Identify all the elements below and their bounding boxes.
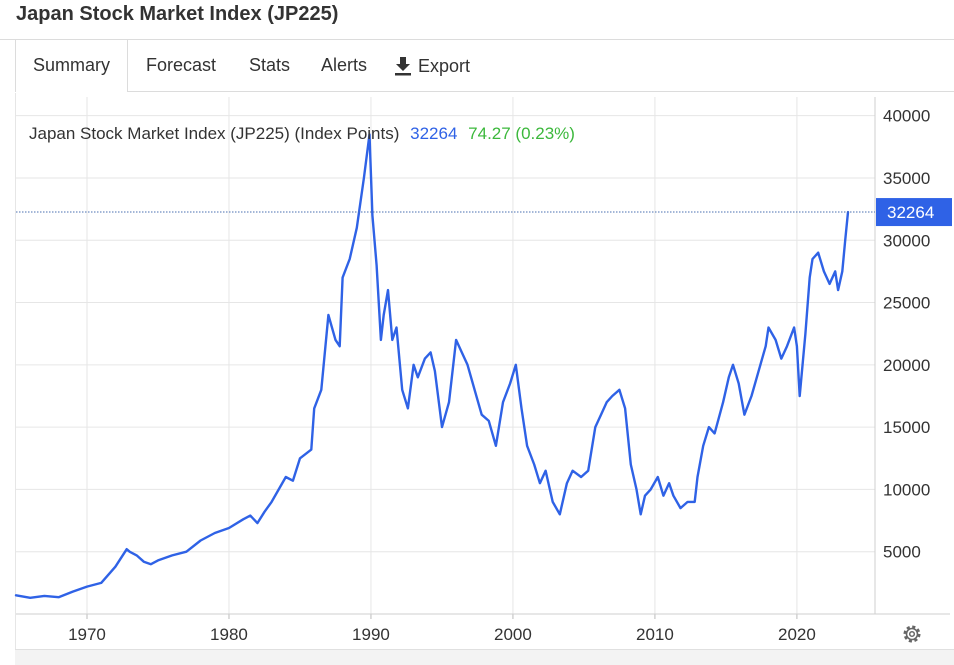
y-tick-label: 20000 <box>883 356 930 375</box>
download-icon <box>395 56 411 75</box>
series-layer <box>14 133 875 599</box>
grid <box>16 97 875 614</box>
tab-forecast[interactable]: Forecast <box>146 55 217 75</box>
legend-series-name: Japan Stock Market Index (JP225) (Index … <box>29 124 399 143</box>
price-tag-background <box>876 198 952 227</box>
tab-summary[interactable]: Summary <box>16 40 128 92</box>
x-tick-label: 1980 <box>210 625 248 644</box>
y-tick-label: 30000 <box>883 231 930 250</box>
legend-change: 74.27 (0.23%) <box>468 124 575 143</box>
tab-alerts[interactable]: Alerts <box>321 55 368 75</box>
tab-export[interactable]: Export <box>394 40 470 91</box>
y-tick-label: 25000 <box>883 294 930 313</box>
series-line-jp225 <box>14 133 850 599</box>
x-tick-label: 1970 <box>68 625 106 644</box>
tab-stats[interactable]: Stats <box>249 55 291 75</box>
price-tag: 32264 <box>876 198 952 227</box>
y-tick-label: 35000 <box>883 169 930 188</box>
legend-entry: Japan Stock Market Index (JP225) (Index … <box>29 124 575 143</box>
title-divider <box>0 39 954 40</box>
y-tick-label: 15000 <box>883 418 930 437</box>
legend-last-value: 32264 <box>410 124 457 143</box>
export-label: Export <box>418 55 471 76</box>
y-tick-label: 5000 <box>883 543 921 562</box>
y-tick-label: 40000 <box>883 107 930 126</box>
y-tick-label: 10000 <box>883 480 930 499</box>
price-tag-value: 32264 <box>887 203 934 222</box>
x-tick-label: 1990 <box>352 625 390 644</box>
axes: 5000 10000 15000 20000 25000 30000 35000 40000 1… <box>16 97 950 644</box>
x-tick-label: 2020 <box>778 625 816 644</box>
tab-bar: Summary Forecast Stats Alerts Export <box>15 40 954 92</box>
chart-panel <box>15 93 954 649</box>
page-title: Japan Stock Market Index (JP225) <box>16 3 339 25</box>
settings-gear-icon[interactable] <box>903 625 921 643</box>
x-tick-label: 2010 <box>636 625 674 644</box>
chart-footer-strip <box>15 649 954 665</box>
x-tick-label: 2000 <box>494 625 532 644</box>
